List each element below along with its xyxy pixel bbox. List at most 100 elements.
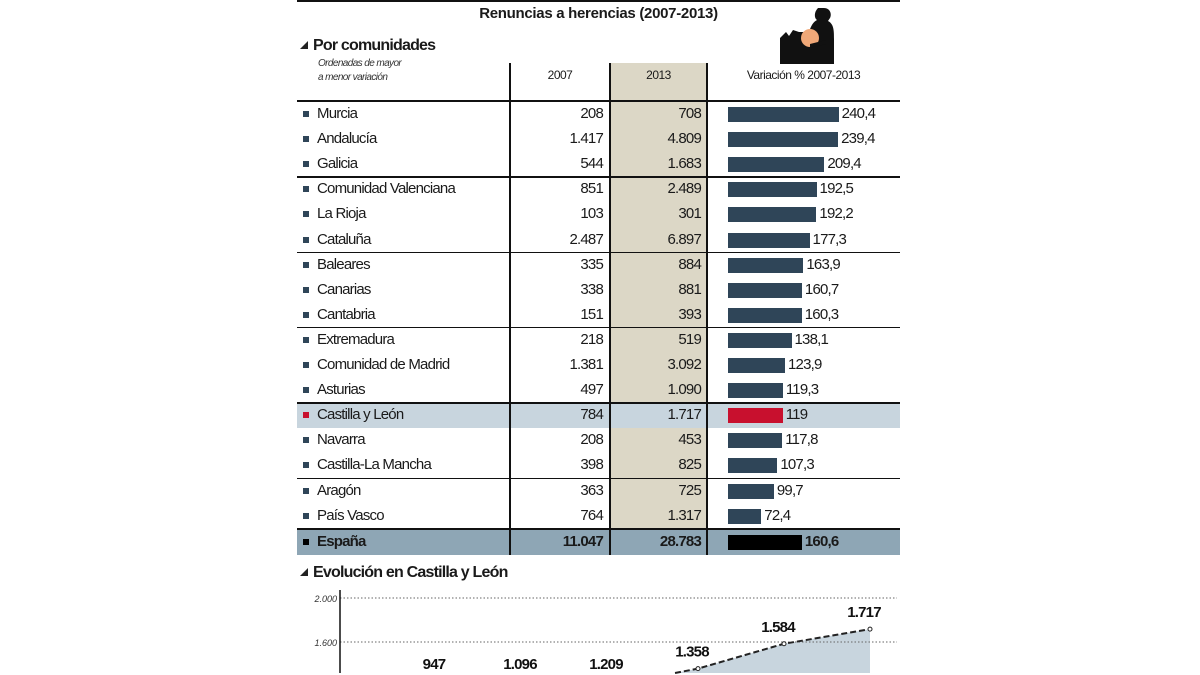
variation-bar — [728, 307, 802, 323]
row-separator — [297, 528, 900, 531]
value-2007: 497 — [580, 381, 603, 399]
column-header-2013: 2013 — [646, 68, 671, 82]
table-row: La Rioja 103 301 192,2 — [297, 202, 900, 227]
data-label: 947 — [423, 656, 446, 673]
value-2007: 2.487 — [569, 230, 603, 248]
variation-bar — [728, 408, 783, 424]
value-2013: 519 — [678, 330, 701, 348]
community-name: España — [317, 533, 366, 551]
variation-bar — [728, 383, 783, 399]
row-marker — [303, 186, 309, 193]
community-name: Murcia — [317, 105, 358, 122]
variation-bar — [728, 508, 762, 524]
variation-value: 163,9 — [806, 255, 840, 273]
value-2007: 11.047 — [562, 533, 604, 551]
value-2007: 398 — [580, 456, 603, 474]
section-title: Por comunidades — [313, 37, 436, 54]
value-2013: 1.717 — [667, 406, 701, 424]
variation-bar — [728, 358, 785, 373]
value-2007: 208 — [580, 105, 603, 122]
variation-bar — [728, 257, 804, 273]
table-row: Castilla y León 784 1.717 119 — [297, 403, 900, 429]
community-name: Cataluña — [317, 230, 371, 248]
community-name: Castilla-La Mancha — [317, 456, 432, 474]
variation-bar — [728, 157, 825, 173]
value-2013: 6.897 — [667, 230, 701, 248]
value-2013: 825 — [678, 456, 701, 474]
infographic-title: Renuncias a herencias (2007-2013) — [479, 5, 718, 22]
data-label: 1.209 — [589, 656, 623, 673]
row-marker — [303, 311, 309, 318]
total-row: España 11.047 28.783 160,6 — [297, 530, 900, 556]
column-divider — [509, 63, 511, 555]
row-separator — [297, 251, 900, 254]
table-row: Comunidad de Madrid 1.381 3.092 123,9 — [297, 353, 900, 378]
table-row: Castilla-La Mancha 398 825 107,3 — [297, 453, 900, 478]
table-row: Comunidad Valenciana 851 2.489 192,5 — [297, 177, 900, 202]
top-rule — [297, 0, 900, 2]
variation-bar — [728, 232, 810, 248]
row-separator — [297, 326, 900, 329]
variation-bar — [728, 207, 817, 223]
triangle-icon — [300, 41, 308, 49]
sort-note: Ordenadas de mayor a menor variación — [318, 57, 402, 85]
variation-value: 119 — [785, 406, 808, 424]
data-label: 1.717 — [847, 604, 881, 621]
variation-value: 160,3 — [804, 305, 839, 323]
variation-bar — [728, 282, 802, 298]
table-row: Murcia 208 708 240,4 — [297, 102, 900, 127]
table-row: Navarra 208 453 117,8 — [297, 428, 900, 453]
value-2007: 784 — [580, 406, 603, 424]
value-2007: 1.381 — [569, 356, 603, 373]
value-2013: 708 — [678, 105, 701, 122]
variation-bar — [728, 433, 783, 449]
row-marker — [303, 539, 309, 546]
row-separator — [297, 100, 900, 102]
variation-bar — [728, 132, 839, 148]
value-2013: 28.783 — [659, 533, 702, 551]
value-2007: 764 — [580, 506, 603, 524]
table-row: Cantabria 151 393 160,3 — [297, 303, 900, 328]
value-2013: 725 — [678, 481, 701, 499]
table-row: País Vasco 764 1.317 72,4 — [297, 504, 900, 529]
table-row: Andalucía 1.417 4.809 239,4 — [297, 127, 900, 152]
community-name: Comunidad de Madrid — [317, 356, 450, 373]
value-2013: 1.683 — [667, 155, 701, 173]
table-row: Canarias 338 881 160,7 — [297, 278, 900, 303]
row-marker — [303, 412, 309, 419]
value-2013: 453 — [678, 431, 701, 449]
data-label: 1.584 — [761, 619, 796, 636]
row-marker — [303, 261, 309, 268]
row-separator — [297, 402, 900, 404]
variation-value: 160,6 — [804, 533, 839, 551]
row-marker — [303, 362, 309, 368]
variation-value: 138,1 — [794, 330, 829, 348]
variation-value: 240,4 — [841, 105, 876, 122]
value-2013: 1.317 — [667, 506, 701, 524]
value-2007: 335 — [580, 255, 603, 273]
value-2007: 363 — [580, 481, 603, 499]
row-separator — [297, 176, 900, 178]
variation-value: 119,3 — [785, 381, 819, 399]
value-2013: 2.489 — [667, 180, 701, 198]
table-row: Baleares 335 884 163,9 — [297, 253, 900, 278]
community-name: Aragón — [317, 481, 361, 499]
data-point — [781, 641, 787, 647]
community-name: La Rioja — [317, 205, 366, 223]
section-heading-communities: Por comunidades — [300, 37, 436, 55]
value-2013: 393 — [678, 305, 701, 323]
value-2013: 1.090 — [667, 381, 701, 399]
value-2013: 301 — [678, 205, 701, 223]
column-divider — [609, 63, 611, 555]
value-2007: 338 — [580, 280, 603, 298]
variation-bar — [728, 483, 774, 499]
variation-value: 72,4 — [764, 506, 791, 524]
community-name: Baleares — [317, 255, 371, 273]
table-row: Extremadura 218 519 138,1 — [297, 328, 900, 353]
community-name: Canarias — [317, 280, 371, 298]
value-2007: 103 — [580, 205, 603, 223]
column-header-2007: 2007 — [547, 68, 573, 82]
value-2007: 851 — [580, 180, 603, 198]
community-name: Galicia — [317, 155, 358, 173]
y-tick-label: 1.600 — [314, 638, 337, 648]
